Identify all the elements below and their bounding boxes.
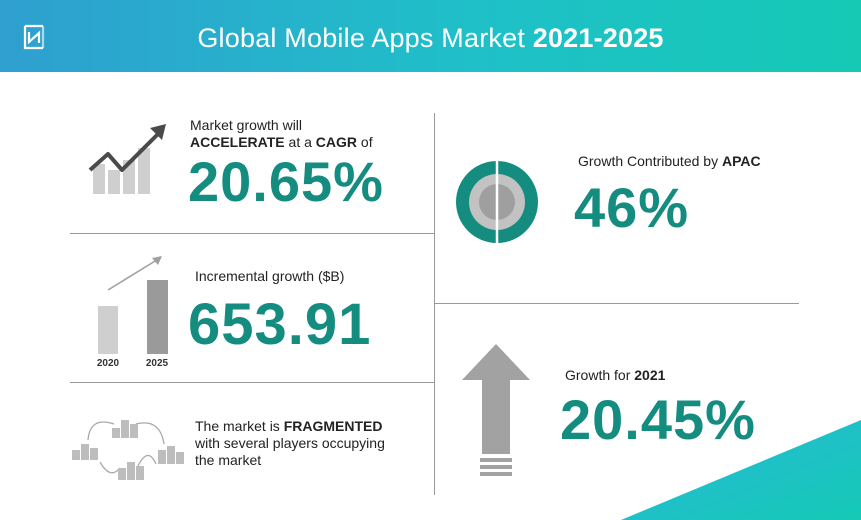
fragmented-line-3: the market bbox=[195, 452, 262, 468]
page-title: Global Mobile Apps Market 2021-2025 bbox=[0, 0, 861, 72]
at-a-text: at a bbox=[284, 134, 316, 150]
fragmented-bold: FRAGMENTED bbox=[283, 418, 383, 434]
fragmented-prefix: The market is bbox=[195, 418, 284, 434]
growth2021-label-prefix: Growth for bbox=[565, 367, 635, 383]
apac-label: Growth Contributed by APAC bbox=[578, 153, 761, 170]
accelerate-text: ACCELERATE bbox=[190, 134, 285, 150]
title-years: 2021-2025 bbox=[532, 23, 664, 53]
logo-icon bbox=[23, 24, 45, 50]
apac-donut-icon bbox=[456, 160, 538, 244]
growth2021-label: Growth for 2021 bbox=[565, 367, 665, 384]
growth2021-value: 20.45% bbox=[560, 388, 756, 451]
vertical-divider bbox=[434, 113, 435, 495]
title-text: Global Mobile Apps Market bbox=[197, 23, 533, 53]
left-divider-2 bbox=[70, 382, 434, 383]
bar-label-2020: 2020 bbox=[97, 358, 120, 369]
apac-label-bold: APAC bbox=[721, 153, 761, 169]
left-divider-1 bbox=[70, 233, 434, 234]
growth2021-label-bold: 2021 bbox=[634, 367, 666, 383]
bar-label-2025: 2025 bbox=[146, 358, 169, 369]
apac-label-prefix: Growth Contributed by bbox=[578, 153, 722, 169]
fragmented-label: The market is FRAGMENTED with several pl… bbox=[195, 418, 385, 469]
fragmented-line-2: with several players occupying bbox=[195, 435, 385, 451]
growth-chart-icon bbox=[88, 124, 166, 194]
cagr-text: CAGR bbox=[315, 134, 358, 150]
cagr-line-1: Market growth will bbox=[190, 117, 303, 133]
bar-growth-icon: 2020 2025 bbox=[97, 256, 169, 369]
right-divider bbox=[435, 303, 799, 304]
decorative-corner-triangle bbox=[621, 420, 861, 520]
cagr-value: 20.65% bbox=[188, 150, 384, 213]
up-arrow-icon bbox=[462, 344, 530, 476]
cagr-label: Market growth will ACCELERATE at a CAGR … bbox=[190, 117, 373, 151]
of-text: of bbox=[357, 134, 373, 150]
apac-value: 46% bbox=[574, 176, 690, 239]
fragmented-players-icon bbox=[72, 420, 184, 480]
incremental-value: 653.91 bbox=[188, 292, 372, 357]
header-banner: Global Mobile Apps Market 2021-2025 bbox=[0, 0, 861, 72]
incremental-label: Incremental growth ($B) bbox=[195, 268, 345, 284]
